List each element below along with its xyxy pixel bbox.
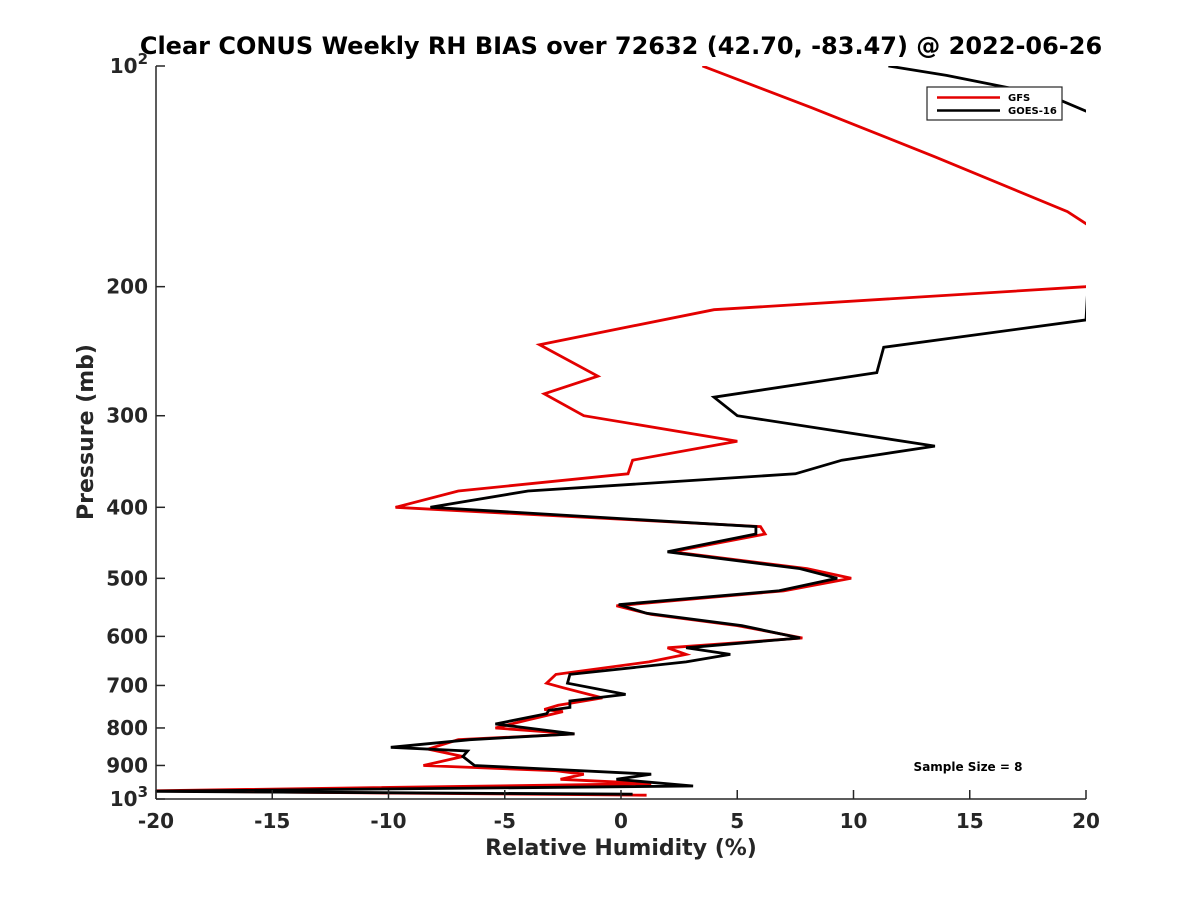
x-tick-label: -5: [494, 809, 516, 833]
x-axis-ticks: -20 -15 -10 -5 0 5 10 15 20: [138, 790, 1100, 833]
y-axis-ticks: 102 200 300 400 500 600 700 800 900 103: [106, 50, 165, 811]
y-tick-label: 102: [110, 50, 148, 78]
x-tick-label: 15: [956, 809, 984, 833]
y-tick-label: 800: [106, 716, 148, 740]
x-tick-label: 0: [614, 809, 628, 833]
x-tick-label: -20: [138, 809, 174, 833]
x-tick-label: -15: [254, 809, 290, 833]
y-tick-label: 900: [106, 753, 148, 777]
legend-label-gfs: GFS: [1008, 93, 1030, 104]
y-tick-label: 700: [106, 673, 148, 697]
y-tick-label: 103: [110, 783, 148, 811]
legend-box: [926, 86, 1063, 121]
y-tick-label: 200: [106, 275, 148, 299]
chart-title: Clear CONUS Weekly RH BIAS over 72632 (4…: [140, 32, 1102, 60]
legend-label-goes-16: GOES-16: [1008, 106, 1057, 117]
y-tick-label: 600: [106, 624, 148, 648]
x-tick-label: 20: [1072, 809, 1100, 833]
legend: GFS GOES-16: [926, 86, 1063, 121]
sample-size-annotation: Sample Size = 8: [914, 760, 1023, 774]
x-tick-label: -10: [370, 809, 406, 833]
x-tick-label: 5: [730, 809, 744, 833]
y-axis-label: Pressure (mb): [74, 344, 99, 520]
x-axis-label: Relative Humidity (%): [485, 836, 757, 861]
y-tick-label: 500: [106, 566, 148, 590]
y-tick-label: 300: [106, 404, 148, 428]
x-tick-label: 10: [840, 809, 868, 833]
y-tick-label: 400: [106, 495, 148, 519]
series-layer: [156, 66, 1086, 797]
series-line-goes-16: [156, 66, 1086, 796]
